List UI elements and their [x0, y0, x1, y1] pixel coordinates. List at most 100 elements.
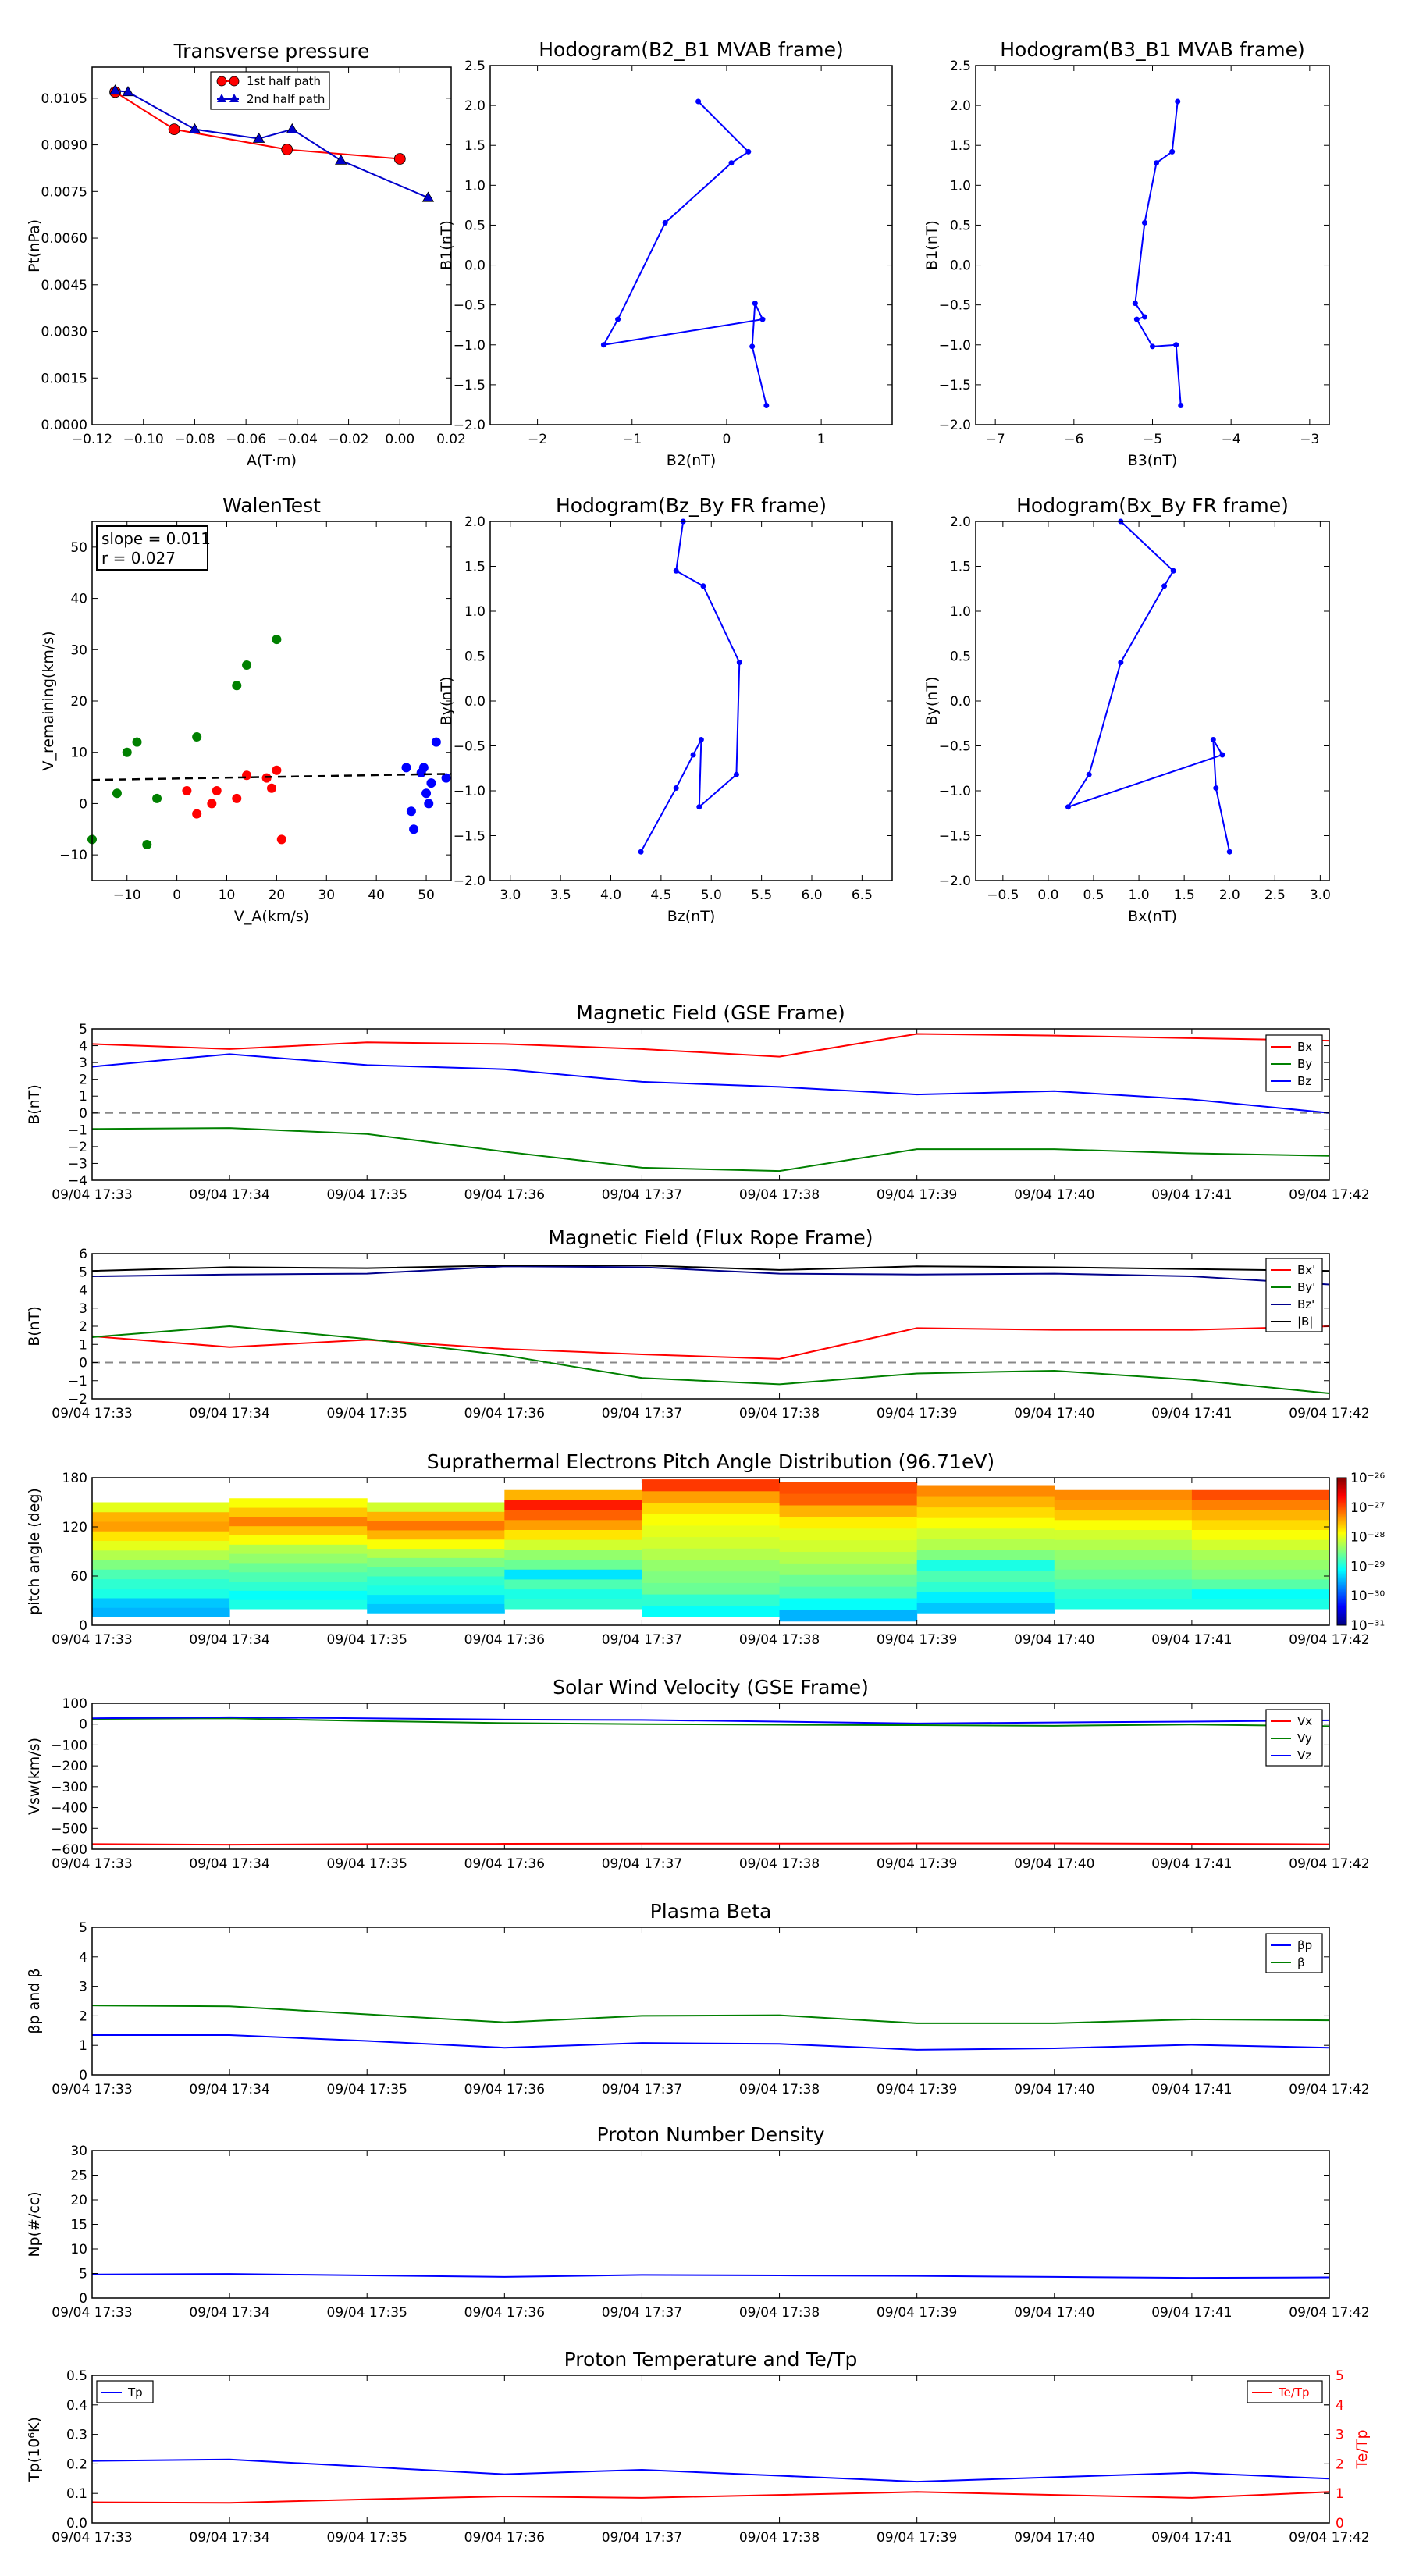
ytick-label: 1.0 [950, 604, 971, 620]
ytick-label: 3 [79, 1301, 87, 1317]
xtick-label: 3.5 [550, 888, 571, 903]
plot-frame [975, 521, 1330, 881]
time-tick-label: 09/04 17:37 [602, 1406, 682, 1421]
legend-label: Bz [1297, 1074, 1311, 1088]
heatmap-cell [367, 1521, 505, 1531]
data-point [431, 737, 441, 747]
heatmap-cell [367, 1511, 505, 1521]
data-point [1226, 849, 1232, 855]
time-tick-label: 09/04 17:34 [189, 1187, 269, 1203]
panel-hodo_b3_b1: Hodogram(B3_B1 MVAB frame) −2.0 −1.5 −1.0 −0… [923, 38, 1330, 469]
time-tick-label: 09/04 17:34 [189, 2530, 269, 2546]
plot-frame [91, 1927, 1330, 2076]
chart-title: Hodogram(Bz_By FR frame) [556, 494, 827, 517]
y-axis-label: βp and β [26, 1968, 43, 2033]
time-tick-label: 09/04 17:34 [189, 1856, 269, 1872]
ytick-label: 0.2 [66, 2457, 87, 2472]
heatmap-cell [229, 1498, 368, 1508]
heatmap-cell [92, 1550, 230, 1560]
heatmap-cell [916, 1517, 1055, 1529]
time-tick-label: 09/04 17:42 [1289, 1406, 1369, 1421]
ytick-label: 2 [79, 2008, 87, 2024]
time-tick-label: 09/04 17:33 [52, 1406, 132, 1421]
ytick-label: 10 [70, 745, 87, 761]
time-tick-label: 09/04 17:40 [1014, 2082, 1094, 2097]
ytick-label: 60 [70, 1569, 87, 1585]
data-point [207, 799, 217, 809]
ytick-label: 5 [79, 1920, 87, 1936]
heatmap-cell [367, 1576, 505, 1586]
data-point [393, 153, 406, 165]
time-tick-label: 09/04 17:38 [739, 1406, 820, 1421]
ytick-label: 4 [1336, 2398, 1344, 2414]
heatmap-cell [642, 1490, 781, 1503]
ytick-label: 0.3 [66, 2428, 87, 2443]
panel-mag_fr: Magnetic Field (Flux Rope Frame) 09/04 17… [26, 1226, 1370, 1421]
xtick-label: 6.5 [852, 888, 873, 903]
ytick-label: −10 [59, 848, 87, 863]
panel-hodo_bz_by: Hodogram(Bz_By FR frame) −2.0 −1.5 −1.0 −0.5… [438, 494, 893, 925]
data-point [695, 98, 702, 105]
plot-frame [91, 2375, 1330, 2524]
time-tick-label: 09/04 17:36 [464, 1187, 545, 1203]
ytick-label: 20 [70, 694, 87, 710]
heatmap-cell [229, 1562, 368, 1573]
series-line-By [91, 1127, 1330, 1172]
heatmap-cell [642, 1525, 781, 1538]
legend-label: Bz' [1297, 1297, 1314, 1311]
data-point [1150, 343, 1155, 350]
ytick-label: 10 [70, 2242, 87, 2258]
time-tick-label: 09/04 17:35 [327, 1632, 407, 1648]
xtick-label: 0 [723, 432, 731, 447]
time-tick-label: 09/04 17:42 [1289, 2530, 1369, 2546]
ytick-label: 0 [79, 1618, 87, 1634]
ytick-label: 3 [1336, 2428, 1344, 2443]
time-tick-label: 09/04 17:38 [739, 2082, 820, 2097]
ytick-label: 1.5 [950, 560, 971, 575]
y-axis-label: B1(nT) [923, 220, 941, 270]
ytick-label: 0 [79, 1356, 87, 1372]
ytick-label: −3 [68, 1156, 87, 1172]
chart-title: Proton Temperature and Te/Tp [564, 2348, 858, 2371]
plot-frame [489, 65, 893, 425]
time-tick-label: 09/04 17:37 [602, 1187, 682, 1203]
panel-pad: Suprathermal Electrons Pitch Angle Distr… [26, 1450, 1385, 1648]
heatmap-cell [229, 1544, 368, 1554]
heatmap-cell [367, 1603, 505, 1614]
time-tick-label: 09/04 17:34 [189, 2082, 269, 2097]
data-point [122, 86, 134, 97]
legend-label: Bx' [1297, 1263, 1315, 1277]
ytick-label: 2 [79, 1319, 87, 1335]
ytick-label: 4 [79, 1283, 87, 1299]
heatmap-cell [642, 1582, 781, 1595]
y-axis-label-right: Te/Tp [1353, 2429, 1371, 2469]
time-tick-label: 09/04 17:38 [739, 1632, 820, 1648]
ytick-label: 0.0105 [41, 91, 87, 107]
data-point [1213, 785, 1219, 792]
data-point [662, 219, 668, 226]
data-point [252, 132, 265, 143]
heatmap-cell [229, 1571, 368, 1582]
series-line-Vz [91, 1716, 1330, 1724]
panel-transverse_pressure: Transverse pressure 0.0000 0.0015 0.0030 0.0… [26, 40, 466, 469]
data-point [1161, 583, 1168, 589]
data-point [1154, 160, 1160, 166]
heatmap-cell [229, 1590, 368, 1600]
heatmap-cell [916, 1528, 1055, 1539]
series-line-Bz [91, 1265, 1330, 1286]
ytick-label: −2.0 [454, 418, 486, 433]
ytick-label: −500 [51, 1821, 87, 1837]
heatmap-cell [916, 1485, 1055, 1497]
data-point [696, 804, 702, 810]
ytick-label: 2 [1336, 2457, 1344, 2472]
ytick-label: −0.5 [939, 298, 971, 314]
ytick-label: 0.5 [950, 218, 971, 233]
time-tick-label: 09/04 17:40 [1014, 1856, 1094, 1872]
data-point [698, 736, 704, 742]
xtick-label: 1.0 [1129, 888, 1150, 903]
data-point [424, 799, 434, 809]
heatmap-cell [504, 1500, 642, 1510]
heatmap-cell [1191, 1589, 1330, 1599]
ytick-label: 0 [79, 2068, 87, 2083]
time-tick-label: 09/04 17:37 [602, 2305, 682, 2321]
